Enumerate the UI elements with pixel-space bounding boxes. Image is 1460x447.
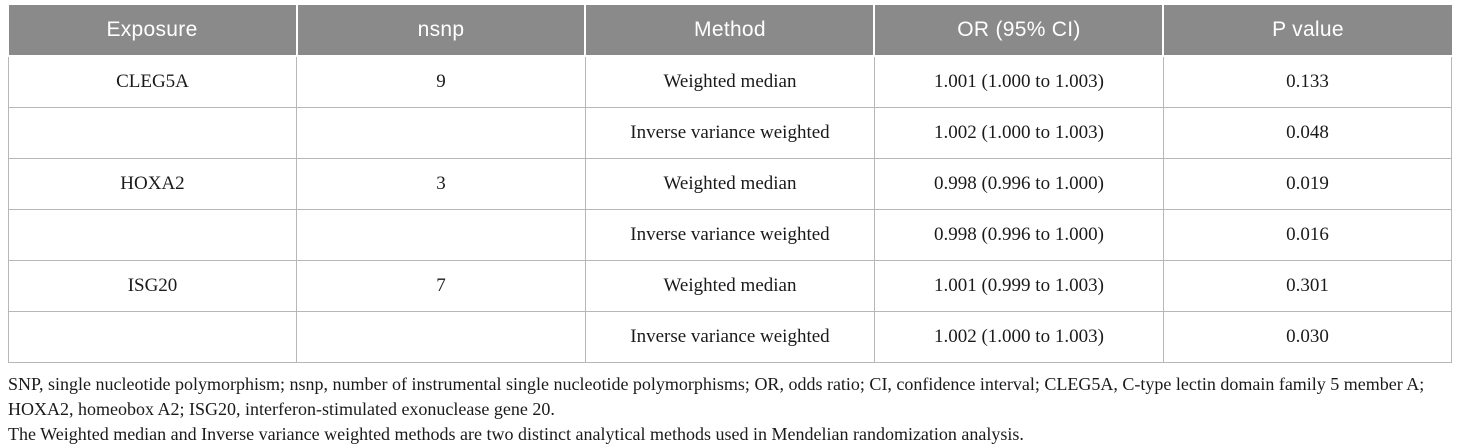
cell-or-ci: 1.001 (1.000 to 1.003)	[873, 55, 1164, 108]
cell-method: Weighted median	[584, 260, 875, 312]
cell-method: Weighted median	[584, 55, 875, 108]
cell-p-value: 0.016	[1162, 209, 1453, 261]
column-header-exposure: Exposure	[8, 5, 298, 57]
table-row: Inverse variance weighted 1.002 (1.000 t…	[8, 311, 1453, 363]
cell-or-ci: 0.998 (0.996 to 1.000)	[873, 209, 1164, 261]
table-row: Inverse variance weighted 1.002 (1.000 t…	[8, 107, 1453, 159]
cell-exposure: ISG20	[8, 260, 297, 312]
table-row: HOXA2 3 Weighted median 0.998 (0.996 to …	[8, 158, 1453, 210]
cell-method: Inverse variance weighted	[584, 311, 875, 363]
cell-method: Inverse variance weighted	[584, 107, 875, 159]
cell-method: Inverse variance weighted	[584, 209, 875, 261]
cell-nsnp	[296, 209, 586, 261]
cell-or-ci: 1.001 (0.999 to 1.003)	[873, 260, 1164, 312]
cell-or-ci: 1.002 (1.000 to 1.003)	[873, 311, 1164, 363]
column-header-method: Method	[585, 5, 876, 57]
cell-nsnp	[296, 107, 586, 159]
cell-p-value: 0.030	[1162, 311, 1453, 363]
table-row: CLEG5A 9 Weighted median 1.001 (1.000 to…	[8, 55, 1453, 108]
mr-results-table: Exposure nsnp Method OR (95% CI) P value…	[8, 5, 1453, 363]
table-row: ISG20 7 Weighted median 1.001 (0.999 to …	[8, 260, 1453, 312]
column-header-or-ci: OR (95% CI)	[874, 5, 1165, 57]
footnote-abbreviations: SNP, single nucleotide polymorphism; nsn…	[8, 374, 1425, 419]
cell-method: Weighted median	[584, 158, 875, 210]
cell-nsnp: 7	[296, 260, 586, 312]
cell-exposure	[8, 311, 297, 363]
footnote-methods-note: The Weighted median and Inverse variance…	[8, 424, 1024, 444]
table-row: Inverse variance weighted 0.998 (0.996 t…	[8, 209, 1453, 261]
cell-exposure	[8, 107, 297, 159]
column-header-nsnp: nsnp	[296, 5, 587, 57]
cell-p-value: 0.133	[1162, 55, 1453, 108]
column-header-p-value: P value	[1163, 5, 1452, 57]
cell-nsnp: 9	[296, 55, 586, 108]
cell-exposure: HOXA2	[8, 158, 297, 210]
cell-exposure: CLEG5A	[8, 55, 297, 108]
cell-or-ci: 1.002 (1.000 to 1.003)	[873, 107, 1164, 159]
cell-nsnp	[296, 311, 586, 363]
cell-p-value: 0.019	[1162, 158, 1453, 210]
cell-p-value: 0.048	[1162, 107, 1453, 159]
cell-p-value: 0.301	[1162, 260, 1453, 312]
cell-or-ci: 0.998 (0.996 to 1.000)	[873, 158, 1164, 210]
cell-nsnp: 3	[296, 158, 586, 210]
table-header-row: Exposure nsnp Method OR (95% CI) P value	[8, 5, 1452, 57]
cell-exposure	[8, 209, 297, 261]
